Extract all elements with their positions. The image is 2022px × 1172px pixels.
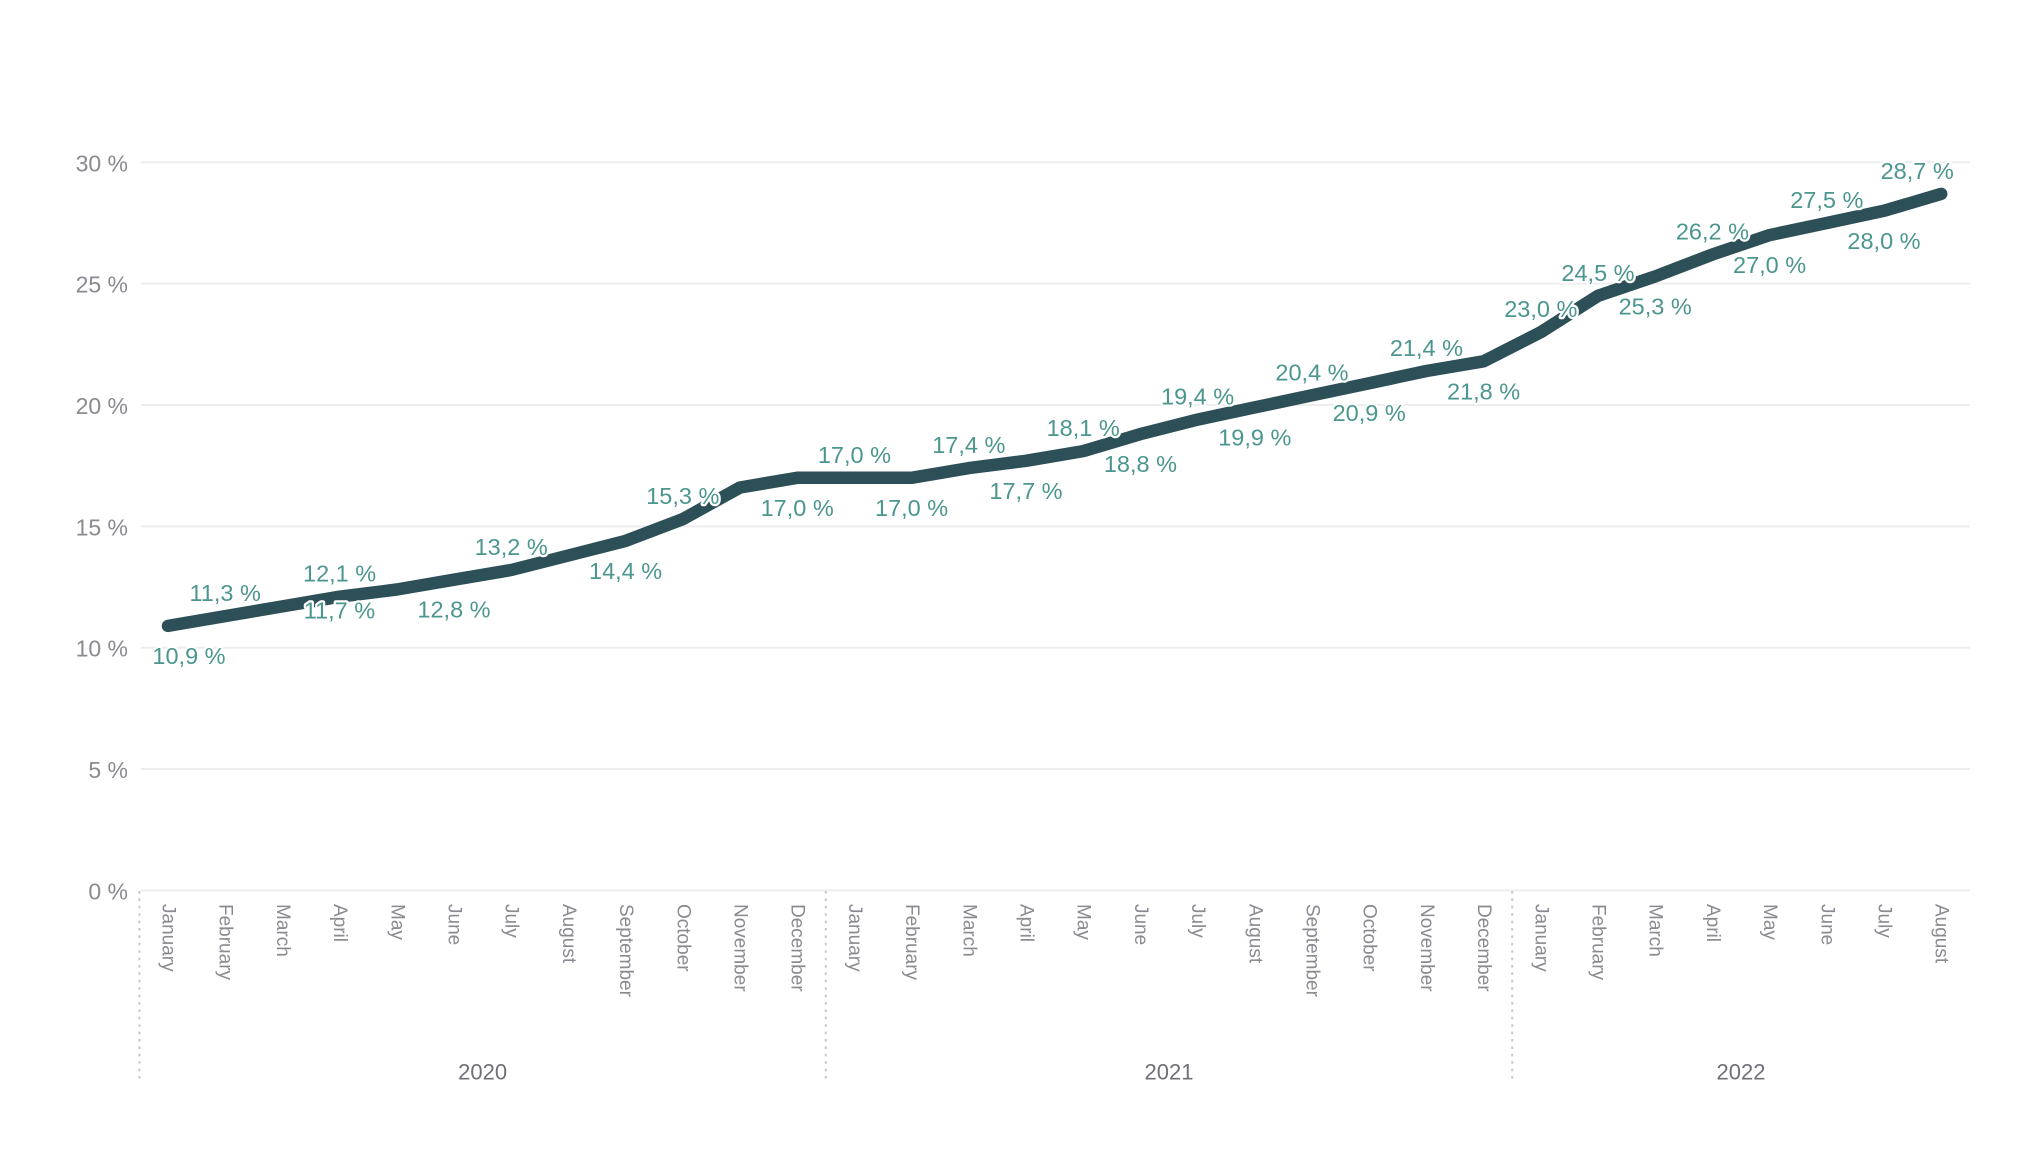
x-axis-year-label: 2021 <box>1145 1060 1194 1085</box>
data-label: 17,0 % <box>875 495 948 521</box>
data-line <box>161 187 1948 633</box>
x-axis-month-label: July <box>1874 904 1895 938</box>
x-axis-month-label: February <box>901 904 922 981</box>
x-axis-month-label: May <box>386 904 407 940</box>
data-label: 17,4 % <box>932 432 1005 458</box>
x-axis-month-label: April <box>1016 904 1037 942</box>
data-label: 23,0 % <box>1504 296 1577 322</box>
data-label: 20,9 % <box>1333 400 1406 426</box>
x-axis-month-label: July <box>1187 904 1208 938</box>
y-axis-tick-label: 10 % <box>76 636 128 662</box>
x-axis-month-label: November <box>730 904 751 992</box>
data-label: 27,5 % <box>1790 187 1863 213</box>
x-axis-month-label: June <box>444 904 465 945</box>
x-axis-month-label: February <box>1588 904 1609 981</box>
data-label: 17,0 % <box>818 442 891 468</box>
data-label: 18,1 % <box>1047 415 1120 441</box>
x-axis-month-label: July <box>501 904 522 938</box>
data-label: 28,0 % <box>1847 228 1920 254</box>
data-label: 10,9 % <box>152 643 225 669</box>
x-axis-month-label: December <box>787 904 808 992</box>
y-axis-tick-label: 25 % <box>76 272 128 298</box>
x-axis-month-label: October <box>1359 904 1380 972</box>
x-axis-month-label: September <box>1302 904 1323 998</box>
x-axis-month-label: May <box>1073 904 1094 940</box>
x-axis-year-label: 2022 <box>1717 1060 1766 1085</box>
y-axis-tick-label: 20 % <box>76 393 128 419</box>
x-axis-month-label: April <box>329 904 350 942</box>
x-axis-month-label: March <box>272 904 293 957</box>
x-axis-month-label: April <box>1702 904 1723 942</box>
x-axis-month-label: May <box>1759 904 1780 940</box>
data-label: 11,7 % <box>304 597 376 623</box>
data-label: 27,0 % <box>1733 252 1806 278</box>
x-axis-month-label: November <box>1416 904 1437 992</box>
data-label: 24,5 % <box>1561 260 1634 286</box>
data-label: 21,4 % <box>1390 335 1463 361</box>
x-axis-month-label: September <box>615 904 636 998</box>
data-label: 26,2 % <box>1676 219 1749 245</box>
data-label: 13,2 % <box>475 534 548 560</box>
x-axis-month-label: August <box>1244 904 1265 964</box>
x-axis-month-label: October <box>672 904 693 972</box>
data-label: 12,1 % <box>303 561 376 587</box>
x-axis-month-label: January <box>1530 904 1551 972</box>
x-axis-month-label: August <box>1931 904 1952 964</box>
x-axis-month-label: December <box>1473 904 1494 992</box>
x-axis-month-label: August <box>558 904 579 964</box>
data-label: 21,8 % <box>1447 378 1520 404</box>
x-axis-year-label: 2020 <box>458 1060 507 1085</box>
data-label: 11,3 % <box>189 580 261 606</box>
x-axis-month-label: March <box>958 904 979 957</box>
data-label: 17,0 % <box>761 495 834 521</box>
x-axis-month-label: January <box>844 904 865 972</box>
y-axis-tick-label: 5 % <box>88 757 128 783</box>
data-label: 17,7 % <box>989 478 1062 504</box>
data-label: 28,7 % <box>1881 158 1954 184</box>
x-axis-month-label: February <box>215 904 236 981</box>
y-axis-tick-label: 0 % <box>88 878 128 904</box>
x-axis-month-label: January <box>158 904 179 972</box>
data-label: 20,4 % <box>1275 359 1348 385</box>
data-label: 12,8 % <box>417 597 490 623</box>
data-label: 19,4 % <box>1161 384 1234 410</box>
data-label: 25,3 % <box>1619 293 1692 319</box>
x-axis-month-label: March <box>1645 904 1666 957</box>
y-axis-tick-label: 30 % <box>76 150 128 176</box>
data-label: 18,8 % <box>1104 451 1177 477</box>
y-axis-tick-label: 15 % <box>76 514 128 540</box>
x-axis-month-label: June <box>1816 904 1837 945</box>
data-label: 14,4 % <box>589 558 662 584</box>
data-label: 19,9 % <box>1218 424 1291 450</box>
data-label: 15,3 % <box>646 483 719 509</box>
x-axis-month-label: June <box>1130 904 1151 945</box>
